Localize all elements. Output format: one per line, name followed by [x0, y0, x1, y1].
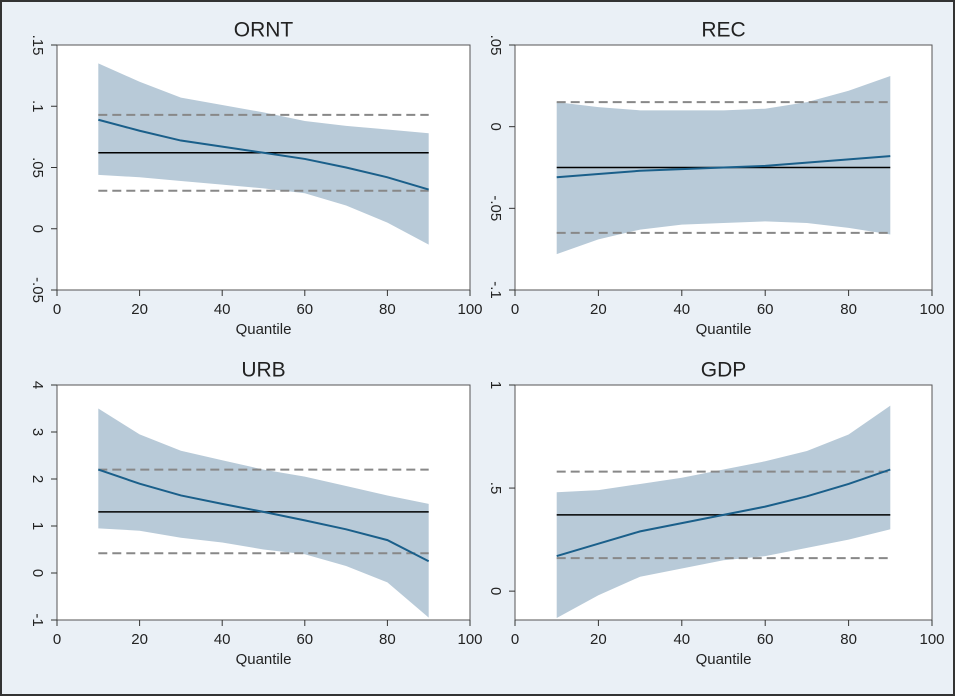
y-tick-label: 1 [487, 381, 504, 389]
panel-title: GDP [701, 359, 747, 382]
y-tick-label: .05 [29, 157, 46, 178]
x-axis-label: Quantile [236, 651, 292, 668]
confidence-band [556, 405, 891, 618]
y-tick-label: 1 [29, 522, 46, 530]
x-tick-label: 80 [840, 301, 857, 318]
y-tick-label: -1 [29, 613, 46, 626]
y-tick-label: .15 [29, 35, 46, 56]
x-tick-label: 0 [53, 631, 61, 648]
panel-title: ORNT [234, 19, 294, 42]
x-tick-label: 20 [131, 631, 148, 648]
confidence-band [98, 63, 429, 245]
y-tick-label: 2 [29, 475, 46, 483]
panel: GDP Quantile 0 20 40 60 80 100 0 .5 1 [487, 359, 944, 668]
y-tick-label: .5 [487, 482, 504, 495]
confidence-band [98, 408, 429, 618]
x-axis-label: Quantile [236, 321, 292, 338]
quantile-estimate [556, 468, 891, 558]
x-tick-label: 20 [131, 301, 148, 318]
x-tick-label: 100 [919, 301, 944, 318]
y-tick-label: 0 [487, 587, 504, 595]
x-tick-label: 60 [757, 631, 774, 648]
panel-title: URB [241, 359, 285, 382]
confidence-band [556, 76, 891, 255]
y-tick-label: -.05 [487, 195, 504, 221]
panel: REC Quantile 0 20 40 60 80 100 -.1 -.05 0 .05 [487, 19, 944, 338]
panel: URB Quantile 0 20 40 60 80 100 -1 0 1 2 3 4 [29, 359, 482, 668]
x-tick-label: 40 [673, 631, 690, 648]
y-tick-label: 0 [487, 122, 504, 130]
x-tick-label: 60 [296, 301, 313, 318]
x-tick-label: 60 [757, 301, 774, 318]
x-tick-label: 20 [590, 301, 607, 318]
x-tick-label: 80 [379, 631, 396, 648]
x-tick-label: 100 [457, 301, 482, 318]
panel-title: REC [701, 19, 745, 42]
panel: ORNT Quantile 0 20 40 60 80 100 -.05 0 .05 .1 .15 [29, 19, 482, 338]
x-tick-label: 100 [919, 631, 944, 648]
y-tick-label: -.05 [29, 277, 46, 303]
x-tick-label: 0 [511, 301, 519, 318]
y-tick-label: 0 [29, 569, 46, 577]
y-tick-label: 3 [29, 428, 46, 436]
y-tick-label: .05 [487, 35, 504, 56]
x-tick-label: 60 [296, 631, 313, 648]
quantile-estimate [97, 468, 430, 563]
y-tick-label: 4 [29, 381, 46, 389]
x-tick-label: 40 [214, 631, 231, 648]
x-tick-label: 0 [53, 301, 61, 318]
y-tick-label: .1 [29, 100, 46, 113]
quantile-estimate [556, 155, 891, 179]
x-tick-label: 40 [214, 301, 231, 318]
quantile-estimate [98, 118, 429, 191]
y-tick-label: -.1 [487, 281, 504, 299]
x-tick-label: 80 [840, 631, 857, 648]
x-axis-label: Quantile [696, 321, 752, 338]
x-tick-label: 0 [511, 631, 519, 648]
x-axis-label: Quantile [696, 651, 752, 668]
y-tick-label: 0 [29, 225, 46, 233]
x-tick-label: 20 [590, 631, 607, 648]
x-tick-label: 40 [673, 301, 690, 318]
x-tick-label: 80 [379, 301, 396, 318]
x-tick-label: 100 [457, 631, 482, 648]
